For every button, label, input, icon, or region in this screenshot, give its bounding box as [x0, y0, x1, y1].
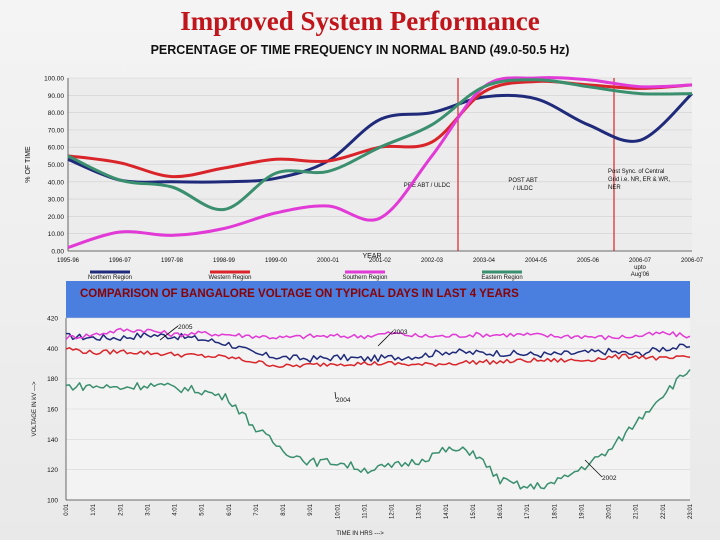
chart2-xtick-label: 0:01: [64, 503, 70, 515]
chart2-xtick-label: 1:01: [91, 503, 97, 515]
chart2-xtick-label: 18:01: [552, 503, 558, 519]
chart2-xlabel: TIME IN HRS --->: [336, 531, 384, 537]
chart2-xtick-label: 5:01: [200, 503, 206, 515]
chart1-annotation: NER: [608, 185, 621, 191]
chart2-xtick-label: 11:01: [362, 503, 368, 518]
chart1-legend-label: Western Region: [209, 275, 252, 281]
chart2-label-pointer: [584, 459, 603, 478]
chart2-xtick-label: 21:01: [634, 503, 640, 519]
chart2-ytick-label: 100: [47, 498, 58, 505]
chart2-xtick-label: 20:01: [607, 503, 613, 519]
chart1-annotation: POST ABT: [508, 178, 538, 184]
chart2-ytick-label: 160: [47, 407, 58, 414]
chart2-xtick-label: 2:01: [118, 503, 124, 515]
chart2-label-pointer: [159, 325, 179, 341]
chart2-series-line-2003: [65, 327, 691, 341]
chart2-series-line-2004: [65, 347, 691, 369]
chart2-title-banner: [66, 281, 690, 318]
chart1-ytick-label: 30.00: [48, 197, 65, 204]
chart2-ytick-label: 180: [47, 376, 58, 383]
chart1-legend-label: Southern Region: [342, 275, 387, 281]
chart1-xtick-label: 1996-97: [109, 258, 132, 264]
chart2-series-label: 2003: [393, 329, 408, 336]
chart2-xtick-label: 23:01: [688, 503, 694, 519]
chart2-title: COMPARISON OF BANGALORE VOLTAGE ON TYPIC…: [80, 288, 519, 300]
chart1-legend-label: Northern Region: [88, 275, 132, 281]
chart1-xtick-label: 2005-06: [577, 258, 600, 264]
chart2-xtick-label: 13:01: [417, 503, 423, 519]
chart1-xlabel: YEAR: [362, 253, 381, 260]
chart1-ytick-label: 40.00: [48, 179, 65, 186]
chart2-series-line-2002: [65, 369, 691, 490]
chart1-ytick-label: 10.00: [48, 231, 65, 238]
chart2-ytick-label: 140: [47, 437, 58, 444]
chart1-xtick-label: 1997-98: [161, 258, 184, 264]
chart2-series-line-2005: [66, 332, 691, 363]
chart2-xtick-label: 3:01: [145, 503, 151, 515]
chart1-xtick-label: 2002-03: [421, 258, 444, 264]
chart2-series-label: 2005: [178, 324, 193, 331]
chart1-annotation: PRE ABT / ULDC: [404, 183, 451, 189]
chart1-xtick-label: 2000-01: [317, 258, 340, 264]
chart1-xtick-label: 1999-00: [265, 258, 288, 264]
chart1-series-line-4: [67, 78, 693, 212]
chart2-xtick-label: 15:01: [471, 503, 477, 519]
chart1-xtick-label: 2006-07: [629, 258, 652, 264]
chart2-xtick-label: 19:01: [579, 503, 585, 519]
chart2-xtick-label: 7:01: [254, 503, 260, 515]
chart1-xtick-label: 2006-07: [681, 258, 704, 264]
chart1-ytick-label: 70.00: [48, 127, 65, 134]
chart2-ylabel: VOLTAGE IN kV --->: [32, 381, 38, 436]
chart1-ylabel: % OF TIME: [25, 146, 32, 183]
chart1-series-line-3: [67, 76, 693, 249]
chart1-ytick-label: 20.00: [48, 214, 65, 221]
chart1-ytick-label: 0.00: [51, 249, 64, 256]
chart1-ytick-label: 90.00: [48, 93, 65, 100]
chart2-ytick-label: 120: [47, 467, 58, 474]
chart1-annotation: / ULDC: [513, 186, 533, 192]
chart2-xtick-label: 22:01: [661, 503, 667, 519]
chart1-series-line-1: [67, 92, 694, 184]
chart1-ytick-label: 50.00: [48, 162, 65, 169]
chart2-series-label: 2002: [602, 475, 617, 482]
page-title: Improved System Performance: [180, 6, 540, 36]
chart2-ytick-label: 420: [47, 316, 58, 323]
chart1-xtick-label: upto: [634, 265, 646, 271]
chart1-xtick-label: 1998-99: [213, 258, 236, 264]
chart2-label-pointer: [377, 330, 394, 347]
chart2-xtick-label: 12:01: [390, 503, 396, 519]
chart1-annotation: Post Sync. of Central: [608, 169, 664, 175]
chart1-ytick-label: 80.00: [48, 110, 65, 117]
chart2-xtick-label: 17:01: [525, 503, 531, 519]
chart2-label-pointer: [334, 391, 337, 400]
chart2-series-label: 2004: [336, 397, 351, 404]
chart2-xtick-label: 16:01: [498, 503, 504, 519]
chart1-xtick-label: 2004-05: [525, 258, 548, 264]
chart2-xtick-label: 10:01: [335, 503, 341, 519]
chart1-ytick-label: 60.00: [48, 145, 65, 152]
chart1-xtick-label: 2003-04: [473, 258, 496, 264]
chart2-ytick-label: 400: [47, 346, 58, 353]
chart2-xtick-label: 9:01: [308, 503, 314, 515]
chart1-xtick-label: 1995-96: [57, 258, 80, 264]
chart1-legend-label: Eastern Region: [481, 275, 522, 281]
chart1-xtick-label: 2001-02: [369, 258, 392, 264]
chart2-xtick-label: 4:01: [173, 503, 179, 515]
chart1-xtick-label: Aug'06: [631, 272, 650, 278]
chart1-subtitle: PERCENTAGE OF TIME FREQUENCY IN NORMAL B…: [150, 43, 570, 57]
chart2-xtick-label: 6:01: [227, 503, 233, 515]
chart2-xtick-label: 8:01: [281, 503, 287, 515]
chart1-ytick-label: 100.00: [44, 76, 64, 83]
chart1-annotation: Grid i.e. NR, ER & WR,: [608, 177, 670, 183]
chart2-xtick-label: 14:01: [444, 503, 450, 519]
